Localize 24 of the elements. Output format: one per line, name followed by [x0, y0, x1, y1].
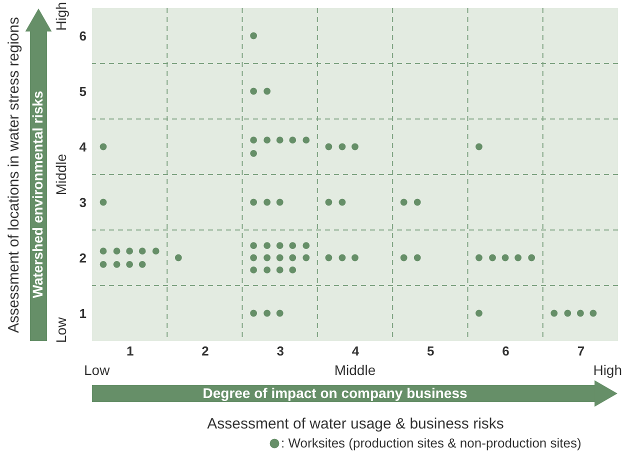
- y-tick-label: 3: [79, 194, 86, 210]
- text: Middle: [53, 154, 69, 196]
- text: Low: [53, 316, 69, 343]
- y-tick-label: 5: [79, 84, 86, 99]
- x-tick-label: 7: [577, 344, 585, 358]
- text: Degree of impact on company business: [202, 385, 468, 401]
- x-tick-label: 3: [276, 344, 284, 358]
- x-tick-label: 2: [202, 344, 209, 358]
- x-tick-label: 5: [427, 344, 434, 358]
- legend-label: : Worksites (production sites & non-production sites): [281, 436, 582, 450]
- x-tick-label: 6: [502, 344, 510, 358]
- x-tick-label: 1: [126, 344, 134, 358]
- text: Watershed environmental risks: [30, 90, 46, 298]
- text: High: [53, 2, 69, 31]
- y-axis-title: Assessment of locations in water stress regions: [5, 17, 22, 333]
- y-tick-label: 6: [79, 28, 86, 44]
- y-tick-label: 1: [79, 306, 86, 321]
- y-tick-label: 2: [79, 250, 86, 266]
- text: Low: [84, 362, 111, 378]
- x-axis-title: Assessment of water usage & business risks: [207, 416, 504, 432]
- text: Middle: [334, 362, 376, 378]
- text: High: [593, 362, 622, 378]
- x-tick-label: 4: [352, 344, 360, 358]
- y-tick-label: 4: [79, 139, 88, 154]
